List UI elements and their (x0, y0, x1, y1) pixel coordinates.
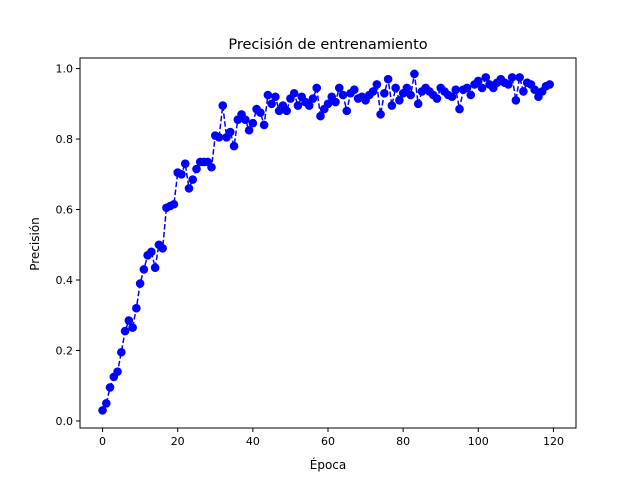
data-point (316, 111, 325, 121)
data-point (511, 95, 521, 105)
data-point (545, 80, 554, 89)
y-tick-label: 1.0 (56, 63, 74, 76)
data-point (451, 85, 461, 95)
data-point (338, 90, 348, 100)
data-point (150, 263, 160, 272)
data-point (474, 76, 483, 86)
data-point (331, 97, 340, 107)
data-point (120, 326, 130, 336)
data-point (214, 132, 224, 142)
data-point (139, 265, 149, 274)
data-point (380, 88, 389, 98)
y-tick-label: 0.2 (56, 344, 74, 357)
data-point (342, 106, 352, 116)
data-point (368, 87, 378, 96)
data-point (128, 323, 137, 332)
data-point (135, 279, 145, 288)
data-point (530, 85, 539, 95)
data-point (267, 99, 276, 109)
data-point (312, 83, 322, 93)
data-point (248, 118, 258, 128)
data-point (147, 247, 156, 257)
data-point (177, 169, 186, 179)
data-point (413, 99, 423, 109)
y-tick-label: 0.8 (56, 133, 74, 146)
data-point (383, 74, 393, 84)
data-point (259, 120, 269, 130)
x-tick-label: 100 (468, 435, 489, 448)
data-point (481, 73, 491, 82)
data-point (515, 73, 524, 82)
data-point (229, 141, 239, 151)
data-point (402, 83, 412, 93)
data-point (466, 90, 476, 100)
data-point (376, 110, 385, 119)
data-point (395, 95, 404, 105)
data-point (117, 347, 126, 357)
y-tick-label: 0.0 (56, 415, 74, 428)
data-point (218, 101, 228, 110)
data-point (113, 367, 122, 376)
data-point (504, 80, 513, 89)
data-point (432, 94, 442, 103)
data-point (184, 184, 194, 193)
data-point (519, 87, 528, 96)
data-point (244, 125, 254, 135)
data-point (271, 92, 280, 102)
data-point (256, 108, 265, 117)
x-axis-label: Época (310, 457, 347, 472)
plot-frame (79, 57, 577, 429)
data-point (102, 399, 111, 408)
data-point (105, 383, 115, 392)
data-point (455, 104, 464, 114)
data-point (169, 199, 179, 209)
data-point (406, 90, 415, 100)
data-point (180, 159, 190, 169)
y-tick-label: 0.4 (56, 274, 74, 287)
data-point (289, 88, 299, 98)
data-point (462, 83, 472, 93)
y-tick-label: 0.6 (56, 204, 74, 217)
y-axis-label: Precisión (28, 217, 42, 271)
data-point (410, 69, 419, 79)
data-point (293, 101, 303, 110)
data-point (391, 83, 400, 93)
x-tick-label: 20 (171, 435, 185, 448)
x-tick-label: 120 (543, 435, 564, 448)
series-line (101, 73, 551, 411)
data-point (207, 162, 216, 172)
x-tick-label: 60 (321, 435, 335, 448)
data-point (263, 90, 273, 100)
x-tick-label: 40 (246, 435, 260, 448)
x-tick-label: 80 (396, 435, 410, 448)
plot-area: 0 20 40 60 80 100 120 0.0 0.2 0.4 0.6 0.8 1.0 (56, 63, 564, 448)
x-tick-label: 0 (99, 435, 106, 448)
data-point (192, 164, 201, 174)
data-point (304, 101, 314, 110)
data-point (350, 85, 359, 95)
data-point (124, 316, 134, 325)
data-point (188, 175, 198, 184)
data-point (477, 83, 487, 93)
data-point (282, 106, 291, 116)
data-point (334, 83, 344, 93)
data-point (241, 115, 250, 124)
data-point (158, 243, 167, 253)
data-point (447, 92, 457, 102)
data-point (387, 101, 397, 110)
data-point (372, 80, 382, 89)
data-point (323, 99, 333, 109)
chart-title: Precisión de entrenamiento (228, 37, 427, 53)
data-point (507, 73, 517, 82)
data-point (98, 406, 107, 415)
data-point (132, 303, 141, 313)
data-point (226, 127, 235, 137)
data-point (308, 94, 318, 103)
